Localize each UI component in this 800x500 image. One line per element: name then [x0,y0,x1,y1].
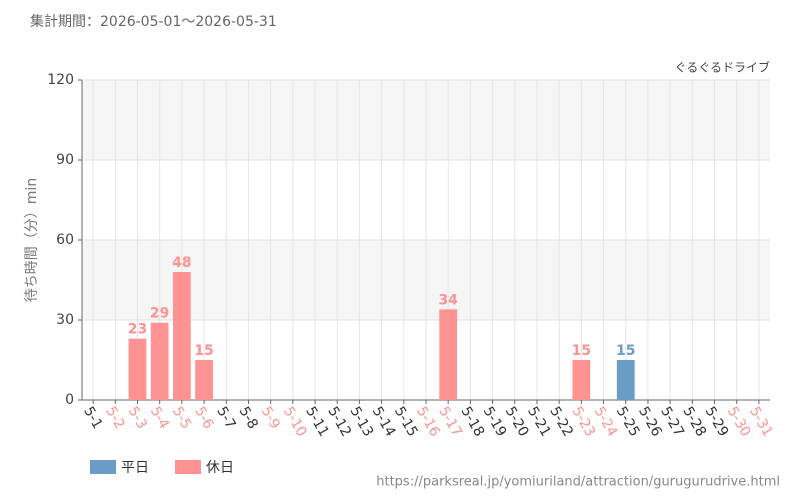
data-label: 29 [150,306,169,322]
y-tick-label: 30 [56,312,74,328]
x-tick-label: 5-7 [213,404,238,432]
y-tick-label: 120 [47,72,74,88]
x-tick-label: 5-2 [102,404,127,432]
data-label: 23 [128,322,147,338]
bar [172,272,191,400]
x-tick-label: 5-9 [258,404,283,432]
data-label: 15 [572,343,591,359]
source: https://parksreal.jp/yomiuriland/attract… [376,475,780,490]
y-tick-label: 0 [65,392,74,408]
legend-label: 休日 [206,460,234,476]
bar [195,360,213,400]
chart-title: 集計期間：2026-05-01～2026-05-31 [30,13,277,30]
legend-swatch [90,460,116,474]
y-tick-label: 90 [56,152,74,168]
data-label: 15 [616,343,635,359]
bar [572,360,591,400]
data-label: 34 [438,292,458,308]
legend-label: 平日 [121,460,149,476]
x-tick-label: 5-5 [169,404,194,432]
bar [616,360,635,400]
bar [439,309,458,400]
x-tick-label: 5-31 [746,404,776,440]
bar [150,322,169,400]
data-label: 48 [172,255,191,271]
legend-swatch [175,460,201,474]
x-tick-label: 5-4 [147,404,172,432]
x-tick-label: 5-6 [191,404,216,432]
x-tick-label: 5-1 [80,404,105,432]
bar [128,338,147,400]
x-tick-label: 5-3 [125,404,150,432]
y-axis-label: 待ち時間（分）min [24,178,40,302]
x-tick-label: 5-8 [236,404,261,432]
y-tick-label: 60 [56,232,74,248]
chart-subtitle: ぐるぐるドライブ [674,60,770,75]
data-label: 15 [194,343,213,359]
